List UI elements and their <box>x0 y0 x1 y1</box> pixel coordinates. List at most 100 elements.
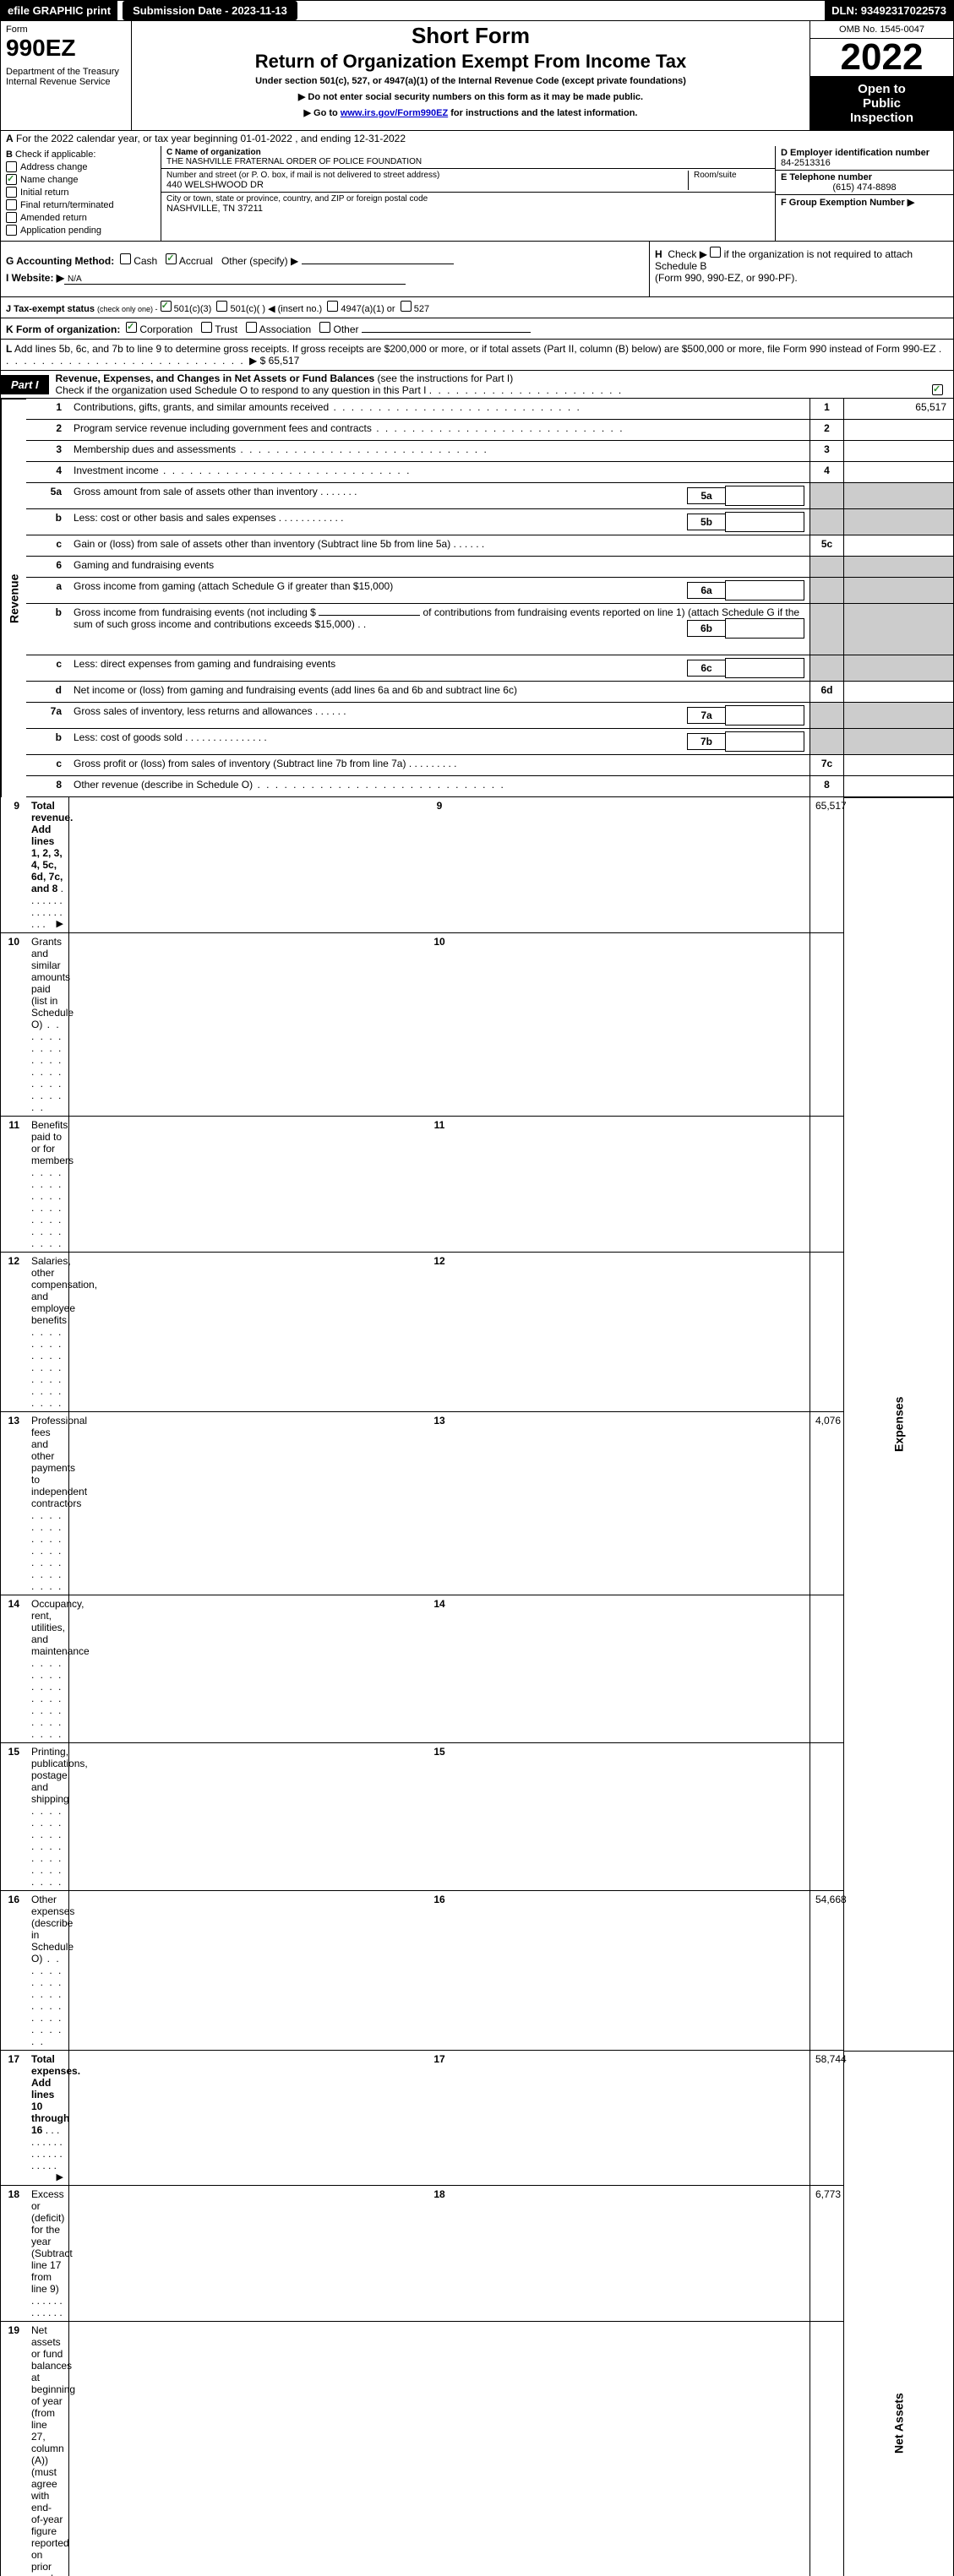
c-street-row: Number and street (or P. O. box, if mail… <box>161 169 775 193</box>
line-box: 6d <box>810 682 843 703</box>
line-amt <box>843 776 953 797</box>
line-box: 18 <box>68 2186 810 2322</box>
line-box-grey <box>810 604 843 655</box>
i-website-label: I Website: ▶ <box>6 272 64 284</box>
cb-label: Final return/terminated <box>20 200 114 210</box>
inline-box-val <box>725 618 804 639</box>
desc-text: Excess or (deficit) for the year (Subtra… <box>31 2188 73 2295</box>
section-def: D Employer identification number 84-2513… <box>776 146 953 241</box>
accounting-method-line: G Accounting Method: Cash Accrual Other … <box>6 253 644 267</box>
line-box: 12 <box>68 1253 810 1412</box>
c-org-name-row: C Name of organization THE NASHVILLE FRA… <box>161 146 775 169</box>
checkbox-icon[interactable] <box>710 247 721 258</box>
efile-badge: efile GRAPHIC print <box>1 1 117 20</box>
line-amt <box>843 755 953 776</box>
k-label: K Form of organization: <box>6 323 120 335</box>
line-box-grey <box>810 483 843 509</box>
checkbox-icon[interactable] <box>6 161 17 172</box>
checkbox-icon[interactable] <box>126 322 137 333</box>
checkbox-icon[interactable] <box>246 322 257 333</box>
top-bar: efile GRAPHIC print Submission Date - 20… <box>0 0 954 21</box>
desc-text: Less: cost or other basis and sales expe… <box>74 512 275 524</box>
line-box-grey <box>810 578 843 604</box>
checkbox-icon[interactable] <box>6 225 17 236</box>
tax-year: 2022 <box>810 39 953 77</box>
line-desc: Gross income from fundraising events (no… <box>68 604 810 655</box>
line-desc: Net income or (loss) from gaming and fun… <box>68 682 810 703</box>
line-num: 18 <box>1 2186 26 2322</box>
checkbox-icon[interactable] <box>216 301 227 312</box>
line-amt: 54,668 <box>810 1891 843 2051</box>
line-desc: Benefits paid to or for members <box>26 1117 68 1253</box>
checkbox-icon[interactable] <box>6 174 17 185</box>
desc-text: Contributions, gifts, grants, and simila… <box>74 401 329 413</box>
part1-title-block: Revenue, Expenses, and Changes in Net As… <box>49 371 953 398</box>
line-box: 17 <box>68 2051 810 2186</box>
part1-header: Part I Revenue, Expenses, and Changes in… <box>0 371 954 399</box>
desc-text: Less: cost of goods sold <box>74 731 183 743</box>
line-desc: Total revenue. Add lines 1, 2, 3, 4, 5c,… <box>26 797 68 933</box>
arrow2-pre: ▶ Go to <box>304 108 341 118</box>
line-box-grey <box>810 655 843 682</box>
line-desc: Printing, publications, postage, and shi… <box>26 1743 68 1891</box>
line-box-grey <box>810 729 843 755</box>
line-amt: 4,076 <box>810 1412 843 1595</box>
inline-box-label: 5b <box>687 514 725 530</box>
line-desc: Net assets or fund balances at beginning… <box>26 2322 68 2576</box>
checkbox-icon[interactable] <box>120 253 131 264</box>
line-desc: Less: cost of goods sold . . . . . . . .… <box>68 729 810 755</box>
desc-text: Gain or (loss) from sale of assets other… <box>74 538 450 550</box>
section-b: B Check if applicable: Address change Na… <box>1 146 161 241</box>
line-box: 16 <box>68 1891 810 2051</box>
k-assoc: Association <box>259 323 311 335</box>
line-amt <box>843 462 953 483</box>
line-num: 3 <box>26 441 68 462</box>
inline-box-val <box>725 512 804 532</box>
line-amt-grey <box>843 729 953 755</box>
checkbox-icon[interactable] <box>327 301 338 312</box>
desc-pre: Gross income from fundraising events (no… <box>74 606 316 618</box>
cb-label: Application pending <box>20 226 101 236</box>
checkbox-icon[interactable] <box>166 253 177 264</box>
inline-box-val <box>725 658 804 678</box>
line-amt-grey <box>843 703 953 729</box>
line-box: 9 <box>68 797 810 933</box>
line-box: 13 <box>68 1412 810 1595</box>
cb-label: Address change <box>20 162 88 172</box>
line-num: 1 <box>26 399 68 420</box>
line-desc: Other revenue (describe in Schedule O) <box>68 776 810 797</box>
checkbox-icon[interactable] <box>319 322 330 333</box>
checkbox-icon[interactable] <box>932 384 943 395</box>
line-num: b <box>26 509 68 535</box>
line-num: b <box>26 729 68 755</box>
irs-link[interactable]: www.irs.gov/Form990EZ <box>341 108 448 118</box>
desc-text: Net income or (loss) from gaming and fun… <box>74 684 517 696</box>
line-desc: Other expenses (describe in Schedule O) <box>26 1891 68 2051</box>
e-label: E Telephone number <box>781 172 872 182</box>
desc-text: Total revenue. Add lines 1, 2, 3, 4, 5c,… <box>31 800 73 894</box>
desc-text: Benefits paid to or for members <box>31 1119 74 1166</box>
line-desc: Program service revenue including govern… <box>68 420 810 441</box>
header-left: Form 990EZ Department of the Treasury In… <box>1 21 132 130</box>
checkbox-icon[interactable] <box>401 301 412 312</box>
form-number: 990EZ <box>6 35 126 62</box>
line-amt-grey <box>843 509 953 535</box>
blank-line <box>319 615 420 616</box>
checkbox-icon[interactable] <box>6 199 17 210</box>
checkbox-icon[interactable] <box>161 301 172 312</box>
arrow-icon: ▶ <box>57 918 63 929</box>
street-label: Number and street (or P. O. box, if mail… <box>166 171 688 180</box>
h-label: H <box>655 248 662 260</box>
line-desc: Gross income from gaming (attach Schedul… <box>68 578 810 604</box>
k-other-line <box>362 332 531 333</box>
checkbox-icon[interactable] <box>6 212 17 223</box>
line-box: 5c <box>810 535 843 557</box>
checkbox-icon[interactable] <box>6 187 17 198</box>
accrual-label: Accrual <box>179 255 213 267</box>
part1-table: Revenue 1 Contributions, gifts, grants, … <box>0 399 954 2576</box>
form-word: Form <box>6 24 126 35</box>
cb-label: Amended return <box>20 213 87 223</box>
j-sub: (check only one) - <box>97 305 158 313</box>
checkbox-icon[interactable] <box>201 322 212 333</box>
line-num: 12 <box>1 1253 26 1412</box>
